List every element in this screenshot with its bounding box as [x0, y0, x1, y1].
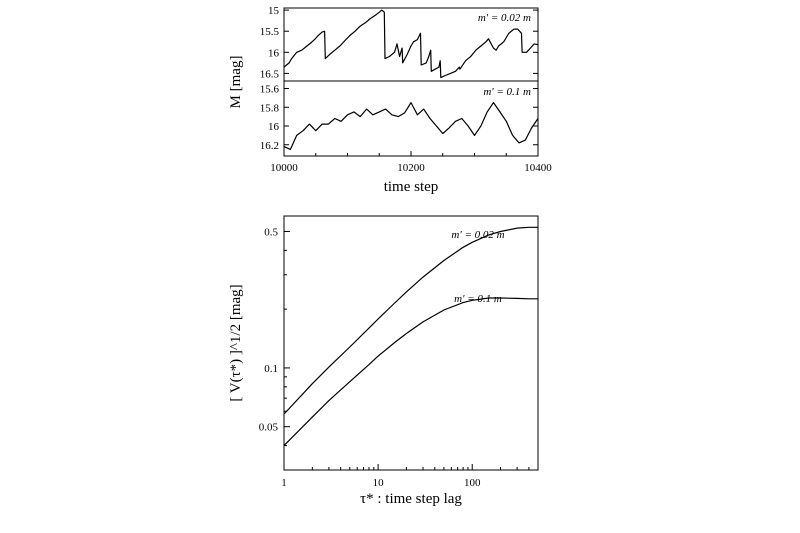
- p1-series-line: [283, 9, 539, 79]
- p3-series-line-0: [283, 226, 538, 415]
- p3-ytick-label-1: 0.1: [264, 363, 278, 375]
- p1-ytick-label-3: 16.5: [260, 68, 280, 80]
- p3-series-line-1: [283, 297, 538, 447]
- panel-bottom: 0.05 0.1 0.5 1 10 100 m' = 0.02 m m' = 0.1 m…: [228, 215, 539, 507]
- p3-ytick-label-0: 0.05: [259, 422, 279, 434]
- p3-xlabel: τ* : time step lag: [360, 491, 462, 507]
- p3-series-label-1: m' = 0.1 m: [454, 293, 502, 305]
- p3-series-label-0: m' = 0.02 m: [451, 229, 504, 241]
- p3-xtick-label-2: 100: [464, 477, 481, 489]
- p2-ytick-label-2: 16: [268, 121, 280, 133]
- p2-xticks: 10000 10200 10400: [270, 151, 552, 174]
- p1-yticks: 15 15.5 16 16.5: [260, 5, 538, 80]
- p1-annotation: m' = 0.02 m: [478, 12, 531, 24]
- p2-xlabel: time step: [384, 179, 439, 195]
- p2-xtick-label-0: 10000: [270, 162, 298, 174]
- p1-ytick-label-0: 15: [268, 5, 280, 17]
- top-ylabel: M [mag]: [228, 56, 244, 109]
- p3-xtick-label-1: 10: [373, 477, 385, 489]
- p3-ylabel: [ V(τ*) ]^1/2 [mag]: [228, 284, 244, 401]
- p2-ytick-label-0: 15.6: [260, 84, 280, 96]
- panel-top-lower: 15.6 15.8 16 16.2 10000 10200 10400 m' = 0.1 …: [260, 80, 552, 195]
- p2-yticks: 15.6 15.8 16 16.2: [260, 84, 538, 152]
- p2-annotation: m' = 0.1 m: [483, 86, 531, 98]
- p3-yticks: 0.05 0.1 0.5: [259, 215, 290, 471]
- p3-xtick-label-0: 1: [281, 477, 287, 489]
- p2-ytick-label-3: 16.2: [260, 140, 279, 152]
- p2-xtick-label-2: 10400: [524, 162, 552, 174]
- p3-ytick-label-2: 0.5: [264, 226, 278, 238]
- p1-ytick-label-2: 16: [268, 47, 280, 59]
- p3-xticks: 1 10 100: [281, 464, 530, 489]
- panel-top-upper: 15 15.5 16 16.5 m' = 0.02 m: [260, 5, 539, 82]
- p1-ytick-label-1: 15.5: [260, 26, 280, 38]
- p2-ytick-label-1: 15.8: [260, 102, 280, 114]
- panel-bottom-frame: [283, 215, 539, 471]
- p2-series-line: [283, 102, 539, 150]
- p2-xtick-label-1: 10200: [397, 162, 425, 174]
